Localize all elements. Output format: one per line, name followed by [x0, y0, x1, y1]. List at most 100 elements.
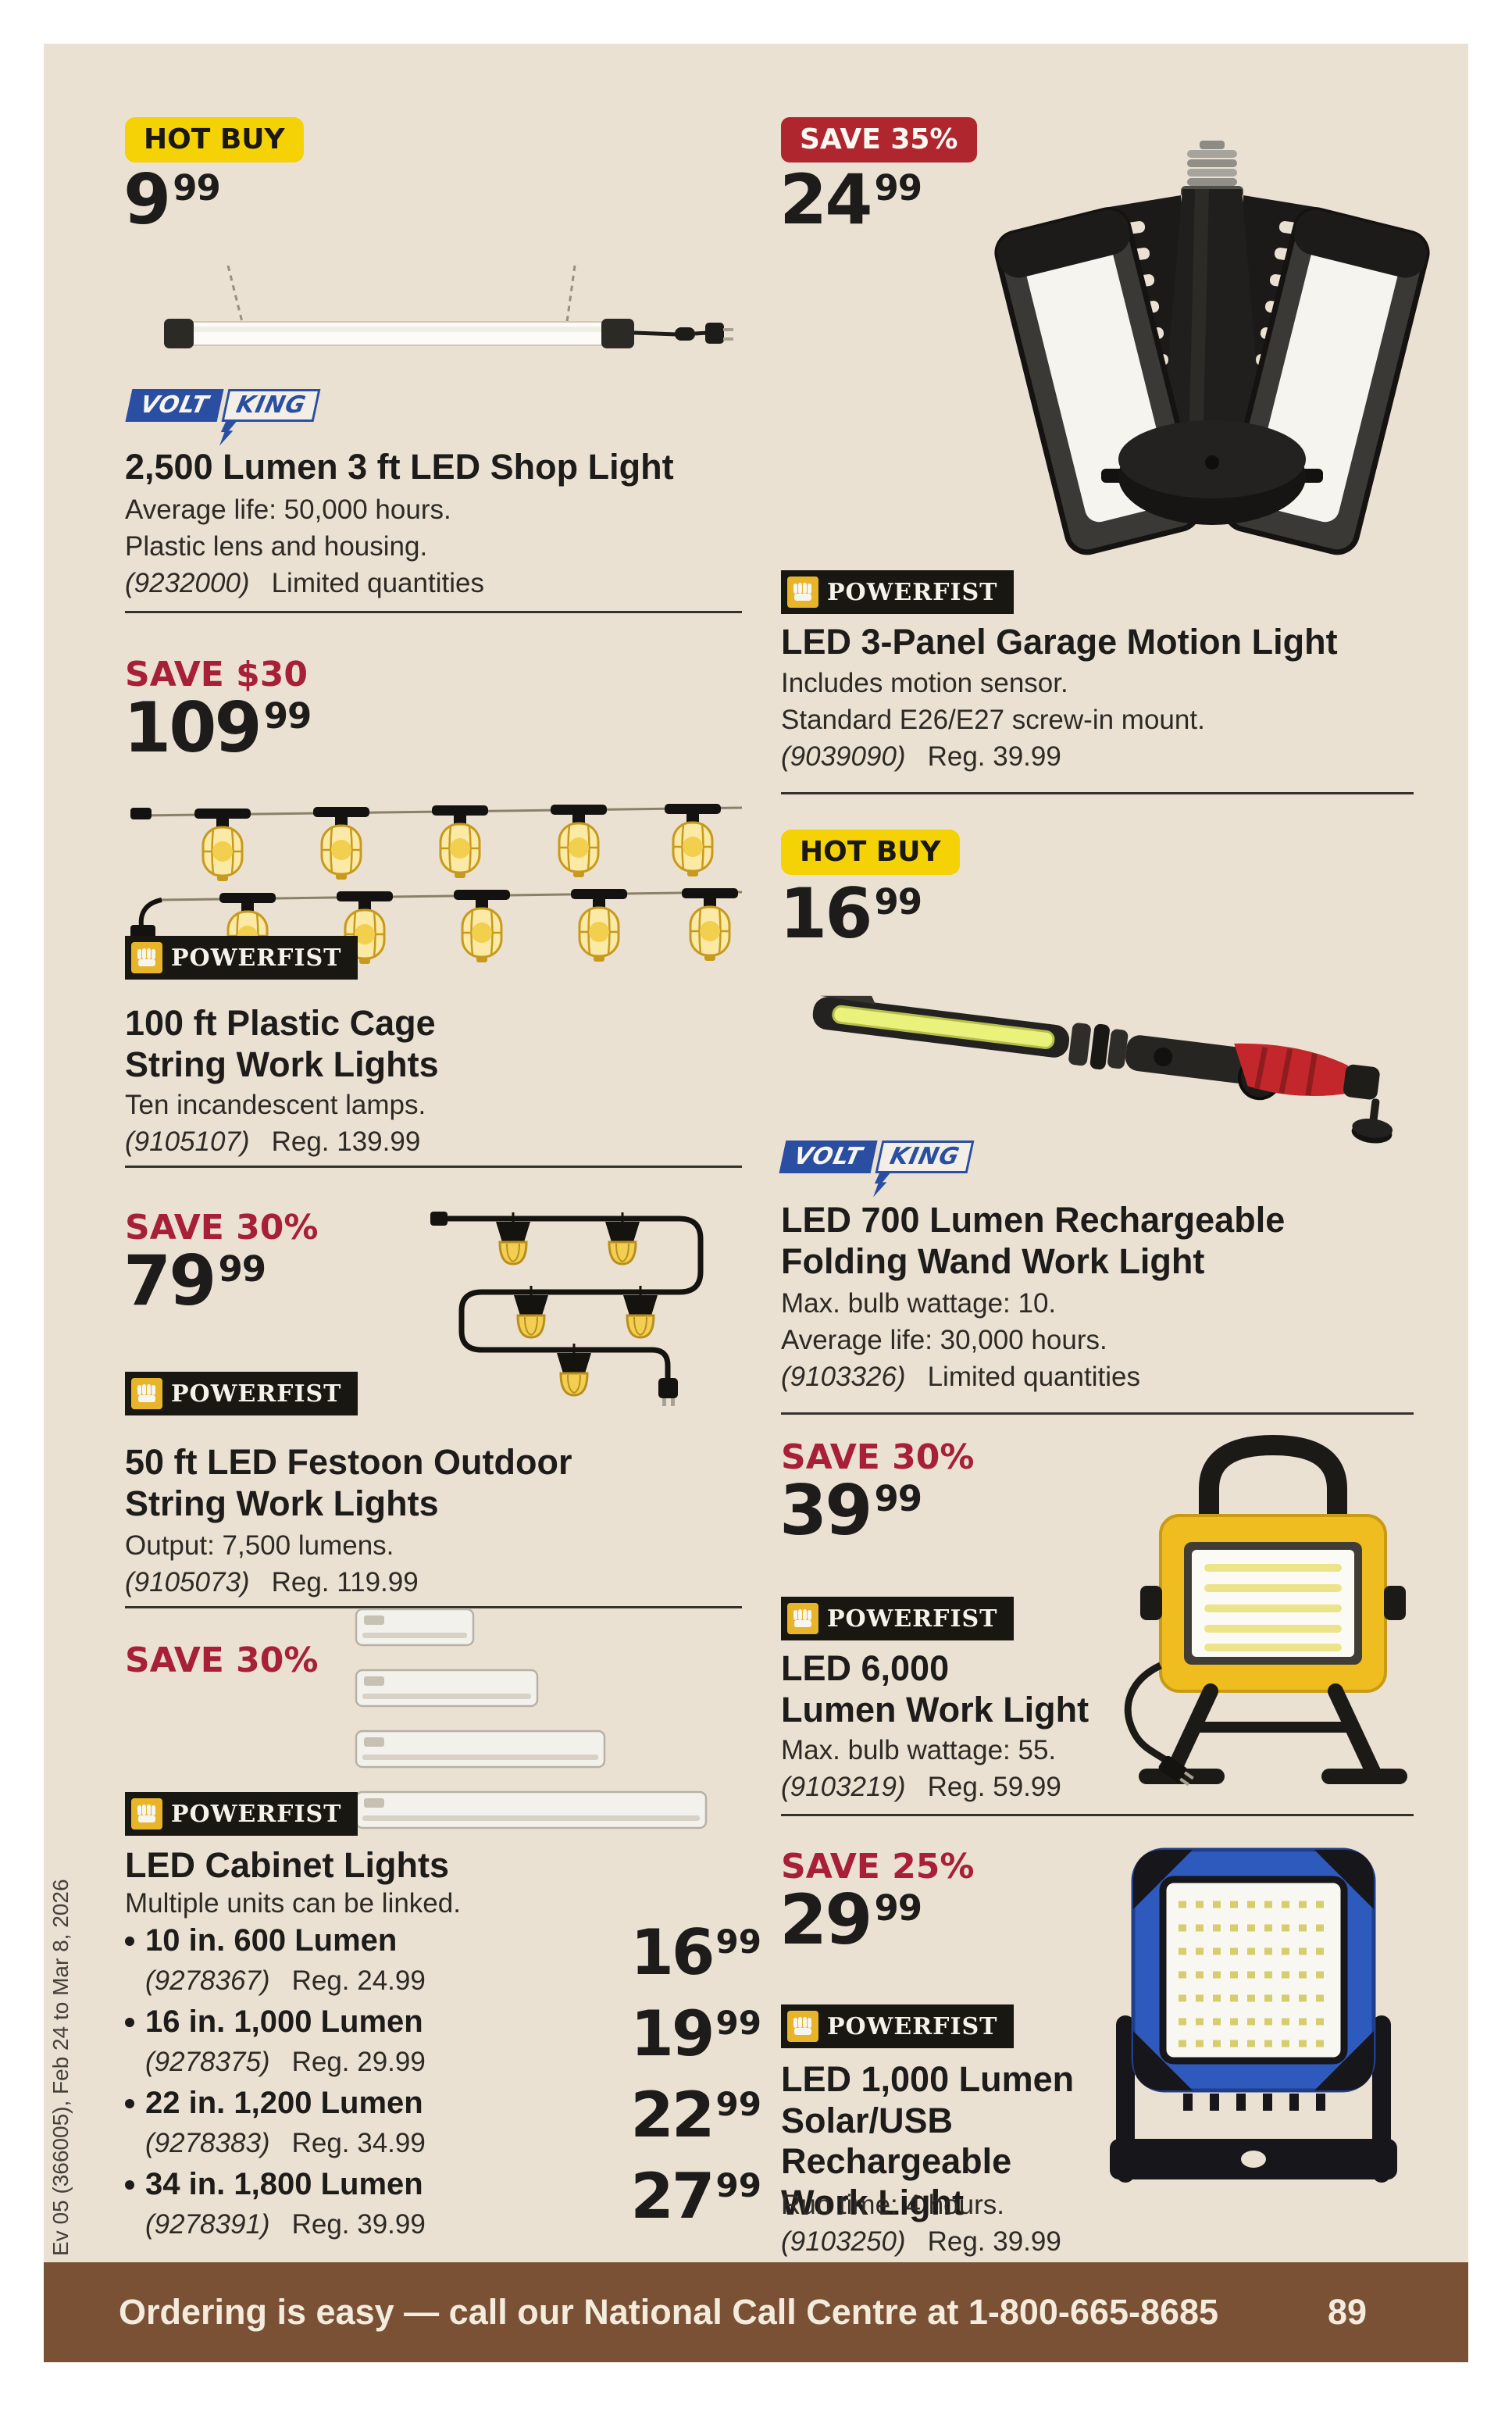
price-shop-light: 9 99 [123, 166, 221, 234]
fist-icon [787, 1603, 818, 1634]
variant-name: 10 in. 600 Lumen [145, 1923, 398, 1958]
price-cents: 99 [173, 167, 221, 209]
powerfist-logo: POWERFIST [125, 936, 358, 980]
title-line: 100 ft Plastic Cage [125, 1003, 436, 1043]
desc-line: Max. bulb wattage: 10. [781, 1288, 1057, 1319]
fist-icon [131, 1378, 162, 1409]
divider [125, 1166, 742, 1168]
regular-price: Reg. 139.99 [271, 1126, 421, 1157]
availability-note: Limited quantities [927, 1361, 1140, 1392]
part-number: (9039090) [781, 741, 906, 772]
voltking-logo: VOLT KING [125, 389, 321, 446]
product-description: Includes motion sensor. Standard E26/E27… [781, 666, 1437, 776]
powerfist-wordmark: POWERFIST [171, 944, 342, 972]
title-line: LED 6,000 [781, 1648, 950, 1688]
save-label: SAVE 30% [125, 1208, 319, 1248]
title-line: LED Cabinet Lights [125, 1845, 449, 1885]
regular-price: Reg. 59.99 [927, 1771, 1061, 1802]
title-line: Solar/USB Rechargeable [781, 2100, 1012, 2182]
regular-price: Reg. 39.99 [927, 2226, 1061, 2257]
product-description: Output: 7,500 lumens. (9105073) Reg. 119.… [125, 1528, 765, 1601]
fist-icon [131, 942, 162, 973]
divider [781, 1412, 1414, 1415]
fist-icon [131, 1798, 162, 1829]
product-title: LED 6,000 Lumen Work Light [781, 1648, 1171, 1730]
fist-icon [787, 2011, 818, 2042]
save-badge: SAVE 35% [781, 117, 977, 162]
regular-price: Reg. 119.99 [271, 1566, 419, 1597]
bullet-icon [125, 2017, 134, 2027]
part-number: (9232000) [125, 567, 250, 598]
part-number: (9103250) [781, 2226, 906, 2257]
product-description: Average life: 50,000 hours. Plastic lens… [125, 492, 765, 602]
price-dollars: 19 [630, 1997, 715, 2070]
price-dollars: 29 [779, 1879, 872, 1960]
divider [125, 1606, 742, 1608]
page-number: 89 [1327, 2292, 1367, 2332]
lightning-bolt-icon [873, 1173, 890, 1198]
part-number: (9278391) [145, 2209, 270, 2240]
regular-price: Reg. 34.99 [291, 2128, 426, 2158]
voltking-volt-wordmark: VOLT [125, 389, 224, 422]
price-cage-string: 109 99 [123, 694, 312, 762]
voltking-king-wordmark: KING [221, 389, 321, 422]
shop-light-image [164, 265, 733, 348]
title-line: Folding Wand Work Light [781, 1240, 1205, 1281]
price-cents: 99 [874, 1478, 922, 1519]
regular-price: Reg. 29.99 [291, 2047, 426, 2077]
price-dollars: 22 [630, 2079, 715, 2151]
yellow-work-light-image [1124, 1434, 1407, 1787]
price-dollars: 27 [630, 2160, 715, 2233]
part-number: (9103326) [781, 1361, 906, 1392]
price-cents: 99 [874, 1887, 922, 1929]
price-dollars: 16 [630, 1916, 715, 1989]
powerfist-wordmark: POWERFIST [171, 1800, 342, 1828]
availability-note: Limited quantities [271, 567, 484, 598]
festoon-string-lights-image [430, 1211, 704, 1406]
desc-line: Plastic lens and housing. [125, 530, 428, 562]
desc-line: Multiple units can be linked. [125, 1888, 461, 1919]
regular-price: Reg. 39.99 [927, 741, 1061, 772]
price-festoon: 79 99 [123, 1247, 266, 1315]
variant-price: 16 99 [630, 1916, 761, 1989]
powerfist-wordmark: POWERFIST [827, 578, 998, 606]
divider [781, 792, 1414, 794]
variant-name: 22 in. 1,200 Lumen [145, 2086, 423, 2120]
voltking-king-wordmark: KING [875, 1141, 975, 1173]
price-6000-lumen: 39 99 [779, 1476, 922, 1545]
powerfist-wordmark: POWERFIST [827, 2012, 998, 2040]
title-line: String Work Lights [125, 1044, 439, 1084]
desc-line: Standard E26/E27 screw-in mount. [781, 704, 1205, 735]
price-cents: 99 [715, 2004, 761, 2042]
part-number: (9278375) [145, 2047, 270, 2077]
part-number: (9105073) [125, 1566, 250, 1597]
powerfist-logo: POWERFIST [781, 1597, 1014, 1640]
price-dollars: 16 [779, 873, 872, 954]
title-line: String Work Lights [125, 1483, 439, 1523]
title-line: Work Light [781, 2182, 965, 2222]
variant-price: 22 99 [630, 2079, 761, 2151]
powerfist-logo: POWERFIST [781, 570, 1014, 614]
product-title: LED 700 Lumen Rechargeable Folding Wand … [781, 1200, 1437, 1282]
hot-buy-badge: HOT BUY [781, 830, 960, 875]
price-cents: 99 [218, 1248, 266, 1290]
bullet-icon [125, 2179, 134, 2190]
product-title: LED Cabinet Lights [125, 1845, 765, 1887]
garage-motion-light-image [994, 141, 1430, 555]
title-line: 2,500 Lumen 3 ft LED Shop Light [125, 447, 674, 487]
bullet-icon [125, 2098, 134, 2108]
desc-line: Run time: 4 hours. [781, 2190, 1004, 2220]
wand-work-light-image [812, 995, 1393, 1144]
product-description: Run time: 4 hours. (9103250) Reg. 39.99 [781, 2187, 1187, 2261]
flyer-edition-note: Ev 05 (366005), Feb 24 to Mar 8, 2026 [48, 1879, 73, 2256]
price-cents: 99 [874, 167, 922, 209]
product-title: 50 ft LED Festoon Outdoor String Work Li… [125, 1442, 765, 1524]
desc-line: Includes motion sensor. [781, 668, 1068, 698]
fist-icon [787, 577, 818, 608]
price-dollars: 24 [779, 159, 872, 240]
voltking-logo: VOLT KING [779, 1141, 975, 1198]
save-label: SAVE 25% [781, 1847, 975, 1887]
powerfist-wordmark: POWERFIST [171, 1380, 342, 1408]
powerfist-logo: POWERFIST [125, 1372, 358, 1415]
